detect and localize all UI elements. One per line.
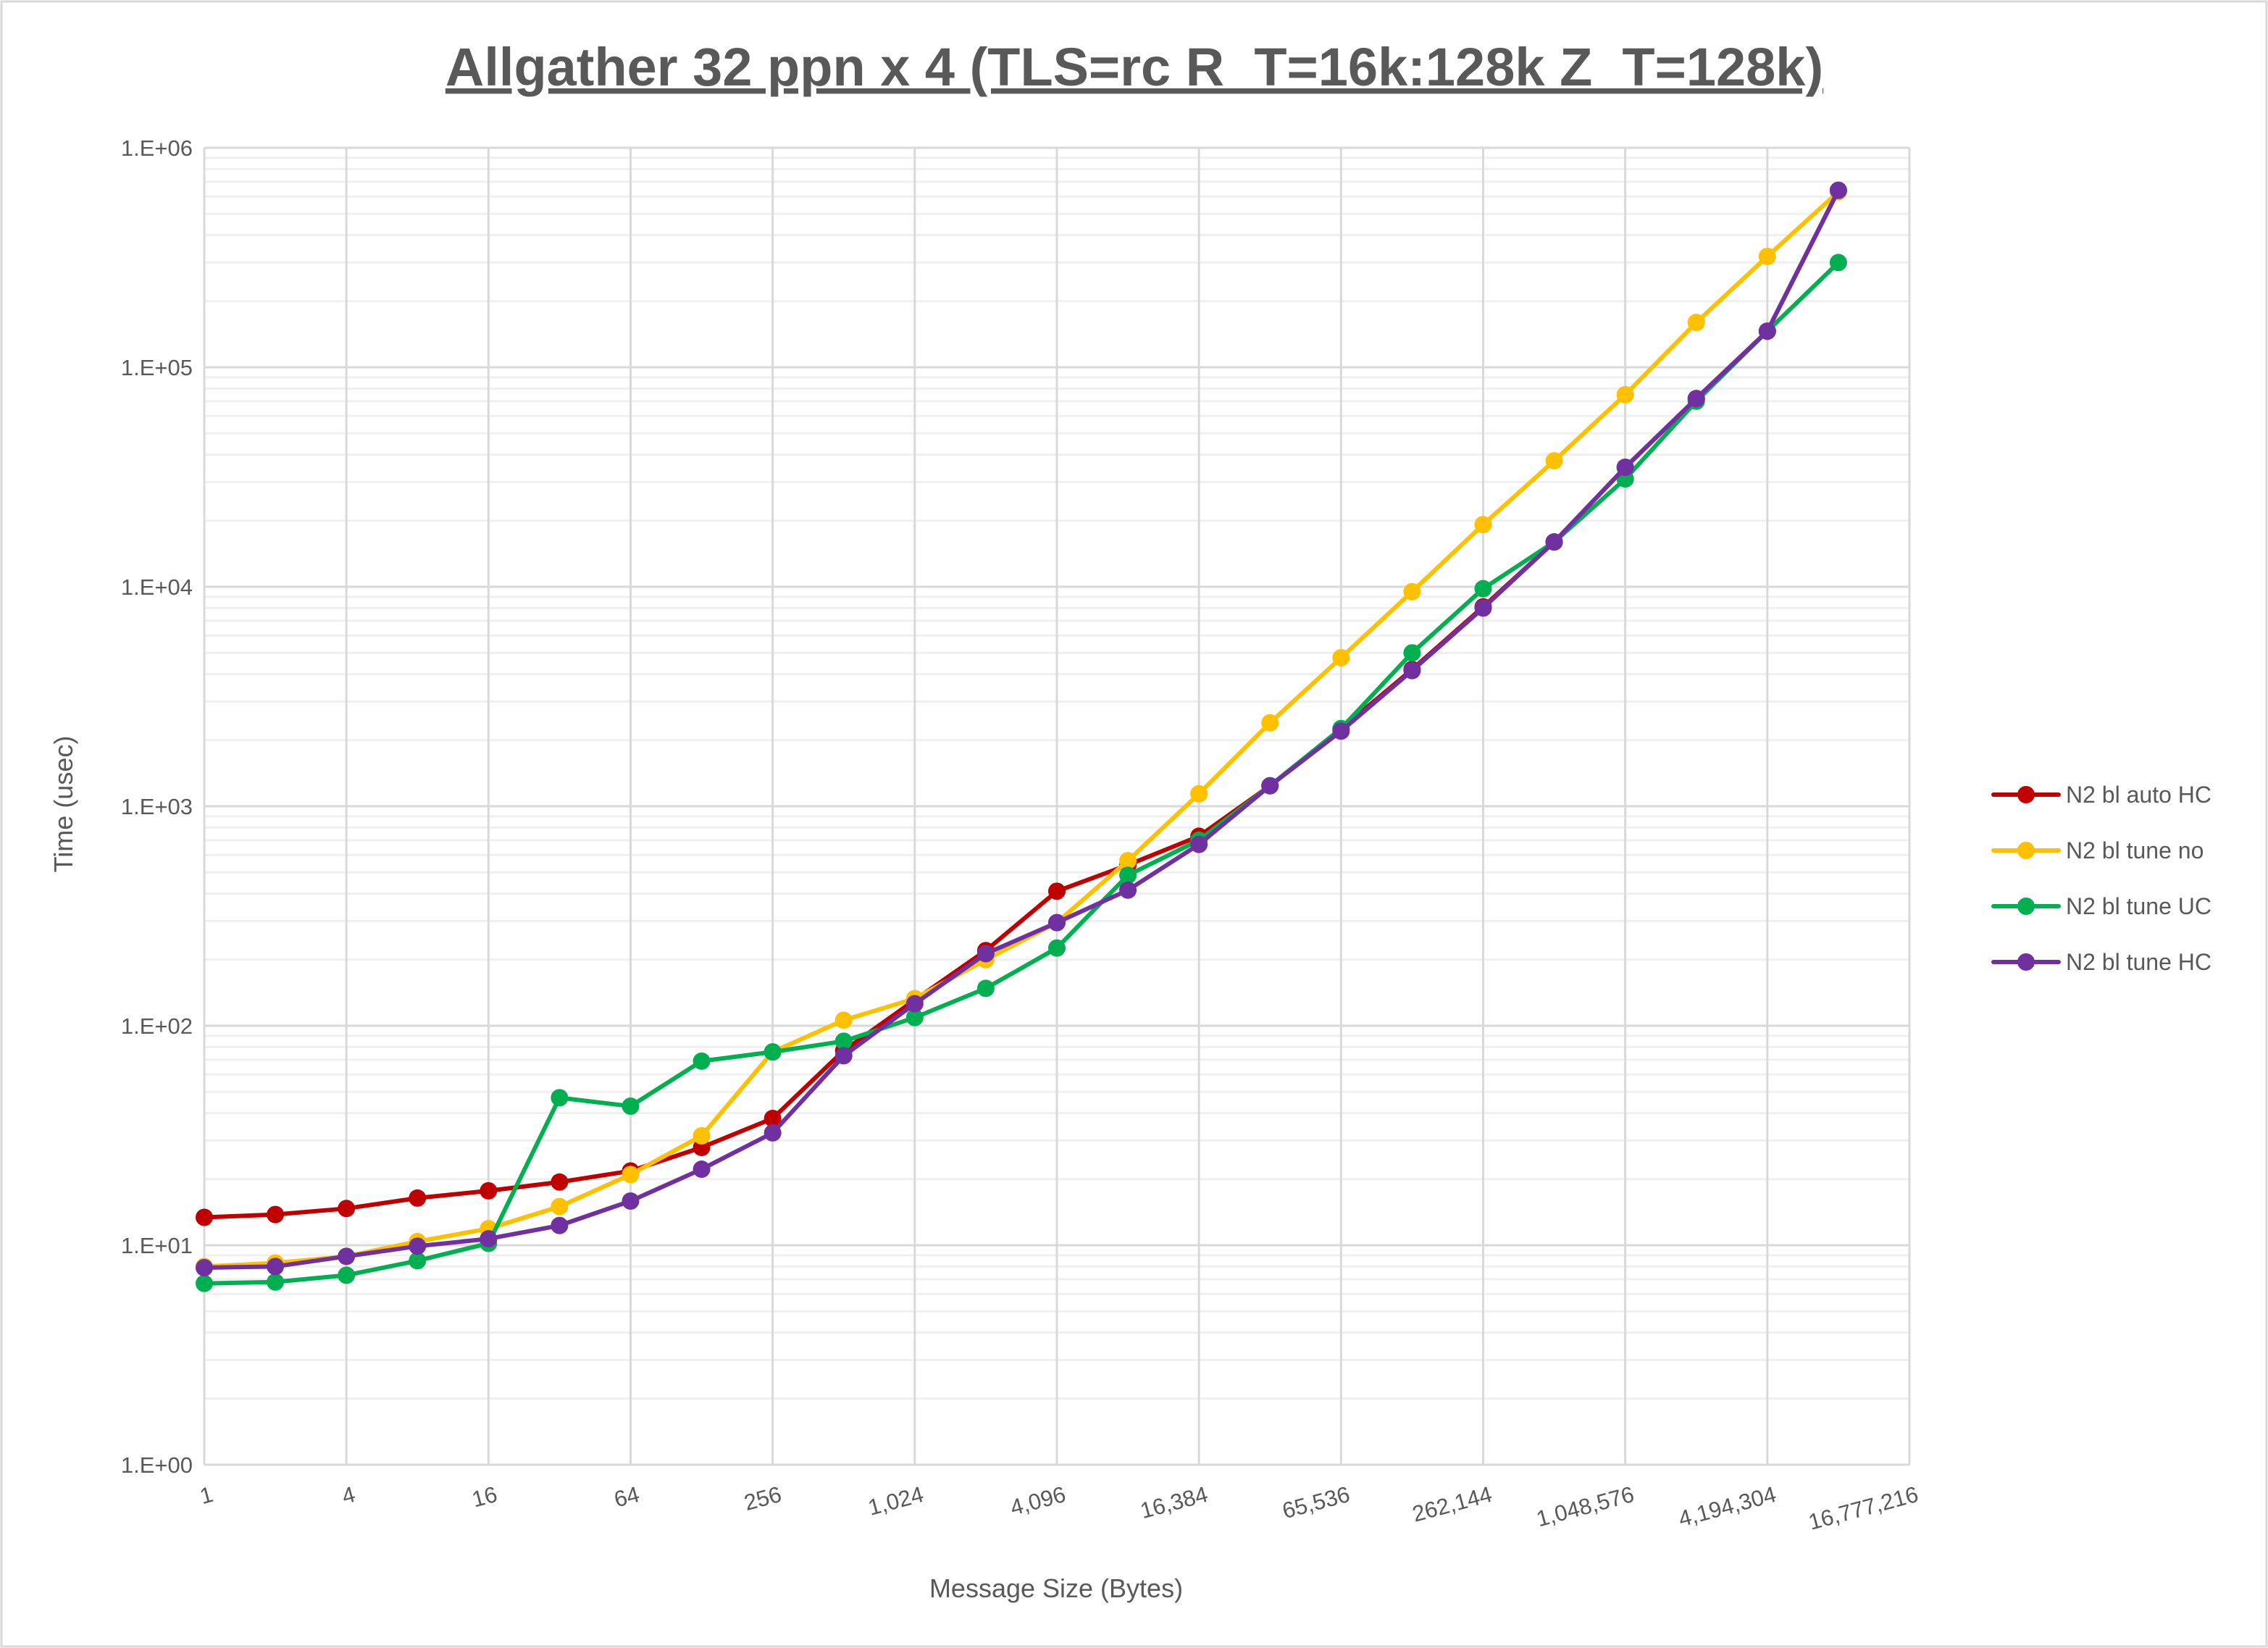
data-point	[1545, 533, 1563, 551]
data-point	[763, 1110, 782, 1128]
data-point	[480, 1181, 498, 1200]
data-point	[1687, 314, 1705, 332]
data-point	[622, 1097, 640, 1116]
data-point	[551, 1173, 569, 1191]
data-point	[551, 1197, 569, 1216]
data-point	[1758, 322, 1776, 340]
legend-marker	[2017, 953, 2035, 971]
y-tick-label: 1.E+00	[121, 1452, 193, 1478]
series-line	[204, 189, 1841, 1271]
data-point	[267, 1258, 285, 1276]
data-point	[1261, 777, 1279, 795]
legend-label: N2 bl auto HC	[2066, 782, 2211, 808]
data-point	[409, 1189, 427, 1207]
data-point	[1829, 181, 1847, 199]
data-point	[1616, 459, 1634, 477]
data-point	[1190, 785, 1208, 803]
legend-marker	[2017, 786, 2035, 803]
data-point	[1545, 452, 1563, 470]
data-point	[1474, 599, 1492, 617]
data-point	[409, 1237, 427, 1255]
y-tick-label: 1.E+04	[121, 574, 193, 600]
data-point	[1048, 913, 1066, 932]
legend-item: N2 bl tune HC	[1991, 949, 2211, 975]
y-tick-label: 1.E+01	[121, 1233, 193, 1258]
series-n2-bl-tune-hc	[196, 181, 1847, 1277]
data-point	[267, 1273, 285, 1291]
data-point	[1403, 661, 1421, 679]
data-point	[1616, 385, 1634, 403]
data-point	[1403, 582, 1421, 601]
legend-label: N2 bl tune no	[2066, 837, 2204, 863]
data-point	[692, 1052, 711, 1070]
data-point	[338, 1266, 356, 1284]
series-group	[196, 181, 1847, 1292]
data-point	[1190, 835, 1208, 853]
data-point	[409, 1252, 427, 1270]
data-point	[480, 1230, 498, 1248]
legend-marker	[2017, 898, 2035, 915]
data-point	[338, 1247, 356, 1266]
data-point	[1261, 714, 1279, 732]
data-point	[267, 1205, 285, 1224]
legend-item: N2 bl auto HC	[1991, 782, 2211, 808]
data-point	[1474, 580, 1492, 598]
data-point	[196, 1208, 213, 1226]
y-axis-title: Time (usec)	[49, 736, 78, 873]
y-tick-label: 1.E+06	[121, 135, 193, 161]
data-point	[834, 1032, 853, 1050]
data-point	[1119, 852, 1137, 870]
data-point	[976, 945, 995, 963]
data-point	[338, 1200, 356, 1218]
data-point	[1119, 866, 1137, 884]
data-point	[1687, 390, 1705, 408]
data-point	[196, 1259, 213, 1277]
series-line	[204, 190, 1840, 1269]
data-point	[1048, 882, 1066, 900]
y-tick-label: 1.E+03	[121, 794, 193, 819]
data-point	[976, 979, 995, 997]
data-point	[905, 1008, 924, 1026]
chart-title: Allgather 32 ppn x 4 (TLS=rc R_T=16k:128…	[445, 37, 1823, 97]
legend-item: N2 bl tune no	[1991, 837, 2204, 863]
data-point	[692, 1160, 711, 1179]
data-point	[1758, 247, 1776, 265]
data-point	[1048, 939, 1066, 957]
data-point	[1403, 644, 1421, 662]
data-point	[692, 1127, 711, 1145]
data-point	[834, 1011, 853, 1029]
legend-label: N2 bl tune HC	[2066, 949, 2211, 975]
data-point	[905, 995, 924, 1013]
data-point	[551, 1089, 569, 1107]
y-axis-ticks: 1.E+00 1.E+01 1.E+02 1.E+03 1.E+04 1.E+05 1.E+…	[121, 135, 193, 1478]
x-axis-title: Message Size (Bytes)	[929, 1573, 1183, 1603]
data-point	[622, 1166, 640, 1184]
legend-item: N2 bl tune UC	[1991, 893, 2211, 919]
data-point	[551, 1216, 569, 1234]
data-point	[1332, 722, 1350, 740]
data-point	[622, 1192, 640, 1210]
data-point	[1474, 516, 1492, 534]
data-point	[1119, 881, 1137, 899]
data-point	[1829, 254, 1847, 272]
data-point	[763, 1124, 782, 1142]
data-point	[834, 1047, 853, 1065]
y-tick-label: 1.E+02	[121, 1013, 193, 1039]
y-tick-label: 1.E+05	[121, 355, 193, 380]
legend: N2 bl auto HC N2 bl tune no N2 bl tune UC N…	[1991, 782, 2211, 975]
data-point	[763, 1043, 782, 1061]
data-point	[196, 1274, 213, 1292]
data-point	[1332, 648, 1350, 666]
legend-label: N2 bl tune UC	[2066, 893, 2211, 919]
legend-marker	[2017, 842, 2035, 859]
